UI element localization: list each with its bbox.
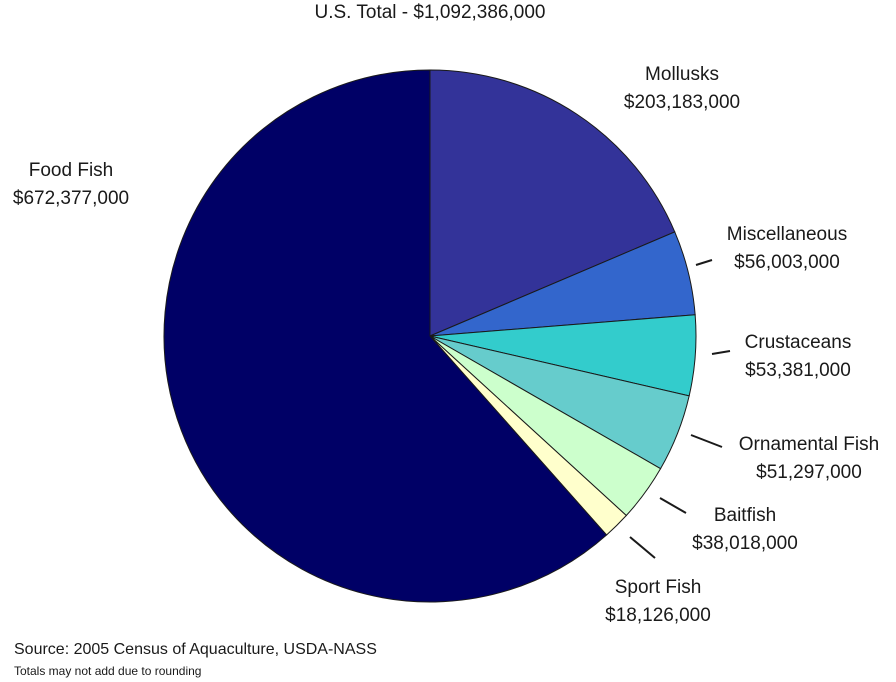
leader-line-0 [695,259,713,266]
label-miscellaneous-name: Miscellaneous [726,224,848,245]
label-sport-fish-value: $18,126,000 [605,605,711,626]
leader-line-3 [659,497,687,514]
label-ornamental-fish-value: $51,297,000 [756,462,862,483]
rounding-note: Totals may not add due to rounding [14,664,202,678]
label-crustaceans-value: $53,381,000 [745,360,851,381]
label-ornamental-fish-name: Ornamental Fish [738,434,880,455]
label-miscellaneous: Miscellaneous $56,003,000 [712,221,862,277]
label-mollusks: Mollusks $203,183,000 [612,61,752,117]
label-baitfish-value: $38,018,000 [692,533,798,554]
label-mollusks-name: Mollusks [645,64,719,85]
leader-line-1 [711,350,731,355]
label-ornamental-fish: Ornamental Fish $51,297,000 [724,431,894,487]
label-baitfish-name: Baitfish [713,505,777,526]
chart-title: U.S. Total - $1,092,386,000 [314,2,546,23]
label-sport-fish: Sport Fish $18,126,000 [588,574,728,630]
label-mollusks-value: $203,183,000 [623,92,741,113]
source-note: Source: 2005 Census of Aquaculture, USDA… [14,641,377,658]
label-sport-fish-name: Sport Fish [614,577,702,598]
leader-line-4 [629,536,656,559]
label-food-fish: Food Fish $672,377,000 [0,157,142,213]
label-miscellaneous-value: $56,003,000 [734,252,840,273]
label-crustaceans: Crustaceans $53,381,000 [728,329,868,385]
label-crustaceans-name: Crustaceans [744,332,852,353]
pie-slice-mollusks [429,69,676,337]
pie-slice-food-fish [163,69,608,603]
label-food-fish-value: $672,377,000 [12,188,130,209]
leader-line-2 [690,434,723,448]
label-food-fish-name: Food Fish [28,160,114,181]
label-baitfish: Baitfish $38,018,000 [675,502,815,558]
